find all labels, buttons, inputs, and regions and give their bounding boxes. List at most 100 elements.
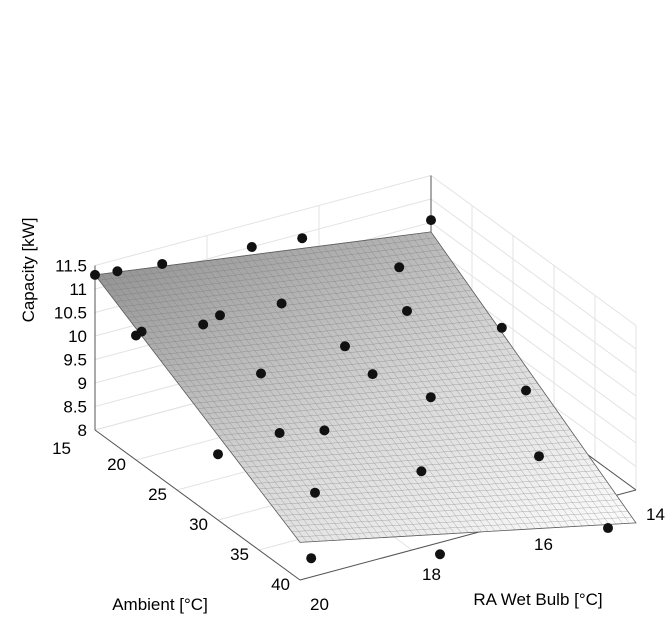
mesh-line [287,505,624,527]
data-point [297,233,308,244]
wetbulb-tick-label: 14 [646,505,665,524]
mesh-line [256,254,462,534]
mesh-line [135,269,341,541]
data-point [274,428,285,438]
ambient-tick-label: 40 [271,575,290,594]
mesh-line [217,406,555,436]
mesh-line [250,452,587,479]
ambient-tick-label: 25 [148,485,167,504]
ambient-tick-label: 20 [107,455,126,474]
data-point [310,487,320,498]
mesh-line [267,476,604,500]
grid-line [430,198,637,350]
mesh-line [215,259,422,536]
z-tick-label: 10 [68,327,87,346]
mesh-line [246,447,583,474]
mesh-line [128,270,334,541]
mesh-line [168,265,375,539]
mesh-line [155,267,361,539]
mesh-line [108,273,314,542]
wetbulb-tick-label: 16 [534,535,553,554]
mesh-line [121,271,328,541]
data-point [394,262,405,273]
data-point [425,392,436,403]
ambient-tick-label: 35 [230,545,249,564]
mesh-line [235,256,442,535]
mesh-line [209,260,415,536]
z-tick-label: 11 [69,280,87,299]
mesh-line [222,258,428,536]
z-axis-label: Capacity [kW] [19,218,38,323]
z-tick-label: 10.5 [54,304,87,323]
mesh-line [175,264,381,538]
wetbulb-tick-label: 18 [422,565,441,584]
data-point [367,369,378,380]
data-point [256,368,266,379]
ambient-axis-line [94,429,301,581]
mesh-line [205,388,542,420]
mesh-line [242,441,579,468]
mesh-line [226,417,563,447]
z-tick-label: 9.5 [63,351,87,370]
mesh-line [299,522,637,543]
mesh-line [291,511,628,532]
mesh-line [201,383,538,415]
data-point [534,451,544,462]
ambient-axis-label: Ambient [°C] [112,595,208,614]
mesh-line [197,377,534,409]
mesh-line [230,423,567,452]
grid-line [94,175,432,266]
mesh-line [258,464,596,490]
data-point [340,341,350,352]
mesh-line [188,262,395,538]
mesh-line [209,394,546,425]
mesh-line [195,261,401,537]
mesh-line [213,400,550,431]
data-point [246,242,257,252]
data-points [90,215,613,564]
mesh-line [202,261,408,537]
data-point [402,305,412,316]
mesh-line [295,516,632,538]
mesh-line [283,499,620,522]
data-point [215,310,225,321]
mesh-line [182,263,388,538]
mesh-line [238,435,575,463]
data-point [521,385,531,396]
z-tick-label: 11.5 [55,257,87,276]
mesh-line [229,257,435,535]
data-point [131,330,141,341]
data-point [276,298,287,309]
z-tick-label: 8.5 [63,398,87,417]
data-point [496,322,507,333]
mesh-line [279,493,616,516]
data-point [426,215,436,226]
data-point [112,266,123,277]
z-tick-label: 9 [78,374,87,393]
z-tick-label: 8 [78,421,87,440]
mesh-line [275,487,612,511]
ambient-tick-label: 30 [189,515,208,534]
data-point [90,269,100,280]
ambient-tick-label: 15 [52,439,71,458]
mesh-line [101,273,307,543]
surface-mesh [94,231,637,543]
mesh-line [162,266,368,539]
data-point [319,425,330,436]
mesh-line [94,274,301,543]
grid-line [430,175,637,326]
data-point [435,549,445,560]
grid-line [430,245,637,397]
data-point [603,523,613,534]
wetbulb-tick-label: 20 [310,595,329,614]
grid-line [430,222,637,373]
wetbulb-axis-label: RA Wet Bulb [°C] [473,590,602,609]
data-point [157,258,168,269]
data-point [416,466,427,477]
mesh-line [271,481,608,506]
data-point [198,319,209,330]
data-point [306,553,317,564]
tick-labels: 8 8.5 9 9.5 10 10.5 11 11.5 15 20 25 30 35 40 14 16 18 20 [52,257,665,615]
